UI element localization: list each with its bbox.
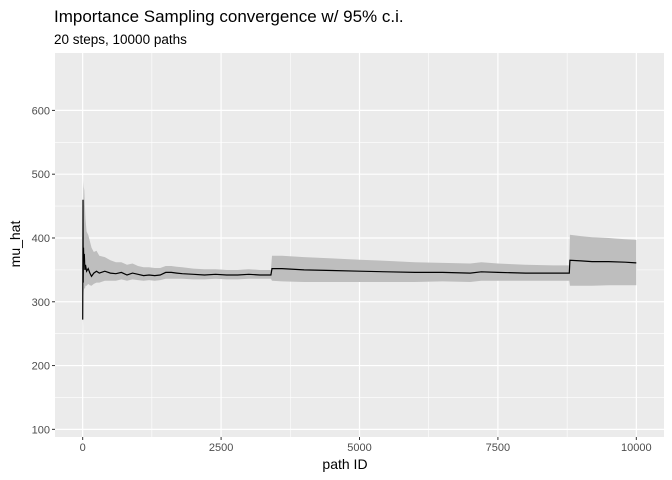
- y-tick-label: 500: [32, 169, 50, 181]
- y-axis: 100 200 300 400 500 600: [32, 105, 55, 436]
- x-tick-label: 7500: [486, 442, 510, 454]
- mu-hat-line: [82, 199, 637, 320]
- chart-title: Importance Sampling convergence w/ 95% c…: [54, 7, 404, 26]
- x-axis: 0 2500 5000 7500 10000: [80, 437, 652, 454]
- y-axis-title: mu_hat: [7, 221, 23, 268]
- y-tick-label: 300: [32, 297, 50, 309]
- confidence-interval-ribbon: [82, 174, 637, 379]
- y-tick-label: 200: [32, 361, 50, 373]
- y-tick-label: 600: [32, 105, 50, 117]
- y-tick-label: 100: [32, 424, 50, 436]
- x-tick-label: 5000: [347, 442, 371, 454]
- x-tick-label: 10000: [621, 442, 652, 454]
- y-tick-label: 400: [32, 233, 50, 245]
- x-tick-label: 0: [80, 442, 86, 454]
- x-tick-label: 2500: [209, 442, 233, 454]
- chart-subtitle: 20 steps, 10000 paths: [54, 32, 187, 47]
- x-axis-title: path ID: [322, 456, 367, 472]
